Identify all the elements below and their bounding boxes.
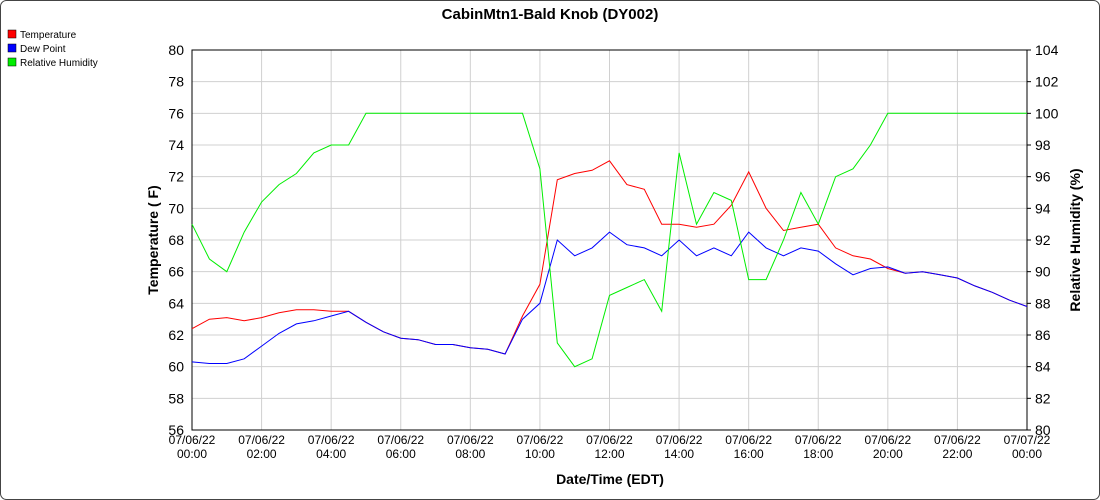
y2-tick-label: 88 — [1035, 295, 1051, 311]
x-tick-label: 07/06/22 14:00 — [656, 433, 703, 461]
y-tick-label: 64 — [168, 295, 184, 311]
y-tick-label: 78 — [168, 74, 184, 90]
legend-swatch — [7, 57, 17, 67]
y2-tick-label: 84 — [1035, 359, 1051, 375]
x-tick-label: 07/06/22 22:00 — [934, 433, 981, 461]
y-tick-label: 62 — [168, 327, 184, 343]
y2-axis-label: Relative Humidity (%) — [1067, 168, 1083, 311]
x-tick-label: 07/06/22 06:00 — [377, 433, 424, 461]
y-tick-label: 60 — [168, 359, 184, 375]
y-tick-label: 68 — [168, 232, 184, 248]
legend-label: Temperature — [20, 30, 77, 41]
y2-tick-label: 86 — [1035, 327, 1051, 343]
x-tick-label: 07/06/22 04:00 — [308, 433, 355, 461]
series-line — [191, 160, 1028, 355]
y2-tick-label: 82 — [1035, 390, 1051, 406]
x-tick-label: 07/06/22 08:00 — [447, 433, 494, 461]
legend-label: Relative Humidity — [20, 58, 98, 69]
y-tick-label: 76 — [168, 105, 184, 121]
y2-tick-label: 104 — [1035, 42, 1059, 58]
y2-tick-label: 80 — [1035, 422, 1051, 438]
x-tick-label: 07/06/22 16:00 — [725, 433, 772, 461]
x-tick-label: 07/06/22 20:00 — [864, 433, 911, 461]
y2-tick-label: 102 — [1035, 74, 1059, 90]
x-tick-label: 07/07/22 00:00 — [1004, 433, 1051, 461]
chart-title: CabinMtn1-Bald Knob (DY002) — [442, 6, 659, 23]
y2-tick-label: 94 — [1035, 200, 1051, 216]
y-tick-label: 56 — [168, 422, 184, 438]
legend-label: Dew Point — [20, 44, 66, 55]
y-tick-label: 66 — [168, 264, 184, 280]
y2-tick-label: 90 — [1035, 264, 1051, 280]
x-tick-label: 07/06/22 00:00 — [169, 433, 216, 461]
x-tick-label: 07/06/22 12:00 — [586, 433, 633, 461]
plot-frame — [191, 49, 1028, 431]
y-tick-label: 70 — [168, 200, 184, 216]
y2-tick-label: 96 — [1035, 169, 1051, 185]
legend-swatch — [7, 29, 17, 39]
y-tick-label: 72 — [168, 169, 184, 185]
y2-tick-label: 92 — [1035, 232, 1051, 248]
series-line — [191, 231, 1028, 364]
y-tick-label: 80 — [168, 42, 184, 58]
legend-swatch — [7, 43, 17, 53]
y2-tick-label: 98 — [1035, 137, 1051, 153]
y2-tick-label: 100 — [1035, 105, 1059, 121]
y-tick-label: 58 — [168, 390, 184, 406]
x-tick-label: 07/06/22 10:00 — [517, 433, 564, 461]
y-axis-label: Temperature ( F) — [145, 185, 161, 294]
x-axis-label: Date/Time (EDT) — [556, 471, 664, 487]
x-tick-label: 07/06/22 18:00 — [795, 433, 842, 461]
x-tick-label: 07/06/22 02:00 — [238, 433, 285, 461]
y-tick-label: 74 — [168, 137, 184, 153]
series-line — [191, 112, 1027, 368]
